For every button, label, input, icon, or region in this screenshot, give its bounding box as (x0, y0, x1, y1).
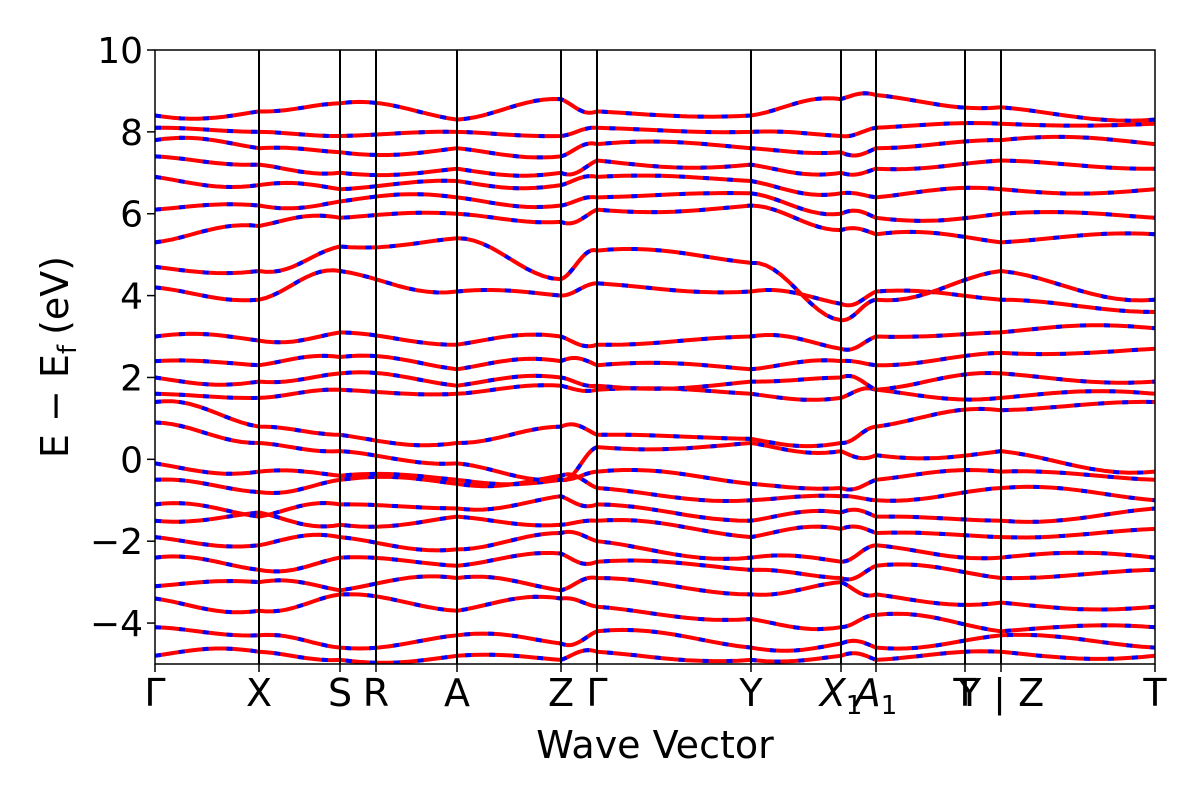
high-symmetry-label: S (328, 671, 352, 715)
high-symmetry-label: Γ (586, 671, 607, 715)
band-line-blue (155, 134, 1155, 160)
band-line-blue (155, 510, 1155, 540)
band-line-blue (155, 494, 1155, 524)
y-axis-label-unit: (eV) (33, 256, 77, 335)
high-symmetry-label: T (952, 671, 977, 715)
high-symmetry-label: Γ (144, 671, 165, 715)
y-tick-label: 8 (120, 113, 143, 154)
high-symmetry-label: X1 (818, 671, 863, 721)
high-symmetry-label: Y | Z (957, 671, 1044, 716)
band-line-blue (155, 191, 1155, 223)
y-axis-label: E − Ef (eV) (33, 256, 83, 458)
band-line-blue (155, 203, 1155, 245)
band-line-blue (155, 646, 1155, 664)
band-line-blue (155, 472, 1155, 503)
high-symmetry-label: A1 (852, 671, 898, 721)
band-line-blue (155, 592, 1155, 634)
band-line-blue (155, 154, 1155, 178)
y-tick-label: −4 (90, 604, 143, 645)
y-tick-label: 10 (97, 31, 143, 72)
band-line-red (155, 268, 1155, 314)
y-axis-label-sub: f (53, 344, 83, 354)
band-line-blue (155, 173, 1155, 200)
y-tick-label: −2 (90, 522, 143, 563)
band-line-blue (155, 625, 1155, 653)
y-tick-label: 0 (120, 440, 143, 481)
band-line-blue (155, 399, 1155, 449)
band-line-red (155, 472, 1155, 503)
band-line-red (155, 346, 1155, 372)
band-line-red (155, 461, 1155, 492)
band-line-red (155, 323, 1155, 352)
plot-area (155, 91, 1155, 664)
high-symmetry-label: Y (738, 671, 763, 715)
high-symmetry-label: T (1142, 671, 1167, 715)
band-line-blue (155, 323, 1155, 352)
band-line-blue (155, 370, 1155, 392)
band-line-blue (155, 461, 1155, 492)
plot-frame (154, 49, 1156, 665)
y-axis-ticks: −4 −2 0 2 4 6 8 10 (90, 31, 155, 645)
high-symmetry-lines (258, 50, 1002, 664)
high-symmetry-label: Z (548, 671, 574, 715)
band-line-red (155, 121, 1155, 139)
high-symmetry-label: R (363, 671, 389, 715)
high-symmetry-label: X (246, 671, 272, 715)
y-tick-label: 2 (120, 358, 143, 399)
y-tick-label: 6 (120, 195, 143, 236)
band-line-red (155, 399, 1155, 449)
band-line-blue (155, 346, 1155, 372)
high-symmetry-label: A (444, 671, 470, 715)
band-line-blue (155, 236, 1155, 323)
y-axis-label-main: E − E (33, 354, 77, 458)
x-axis-label: Wave Vector (536, 723, 774, 767)
y-tick-label: 4 (120, 277, 143, 318)
